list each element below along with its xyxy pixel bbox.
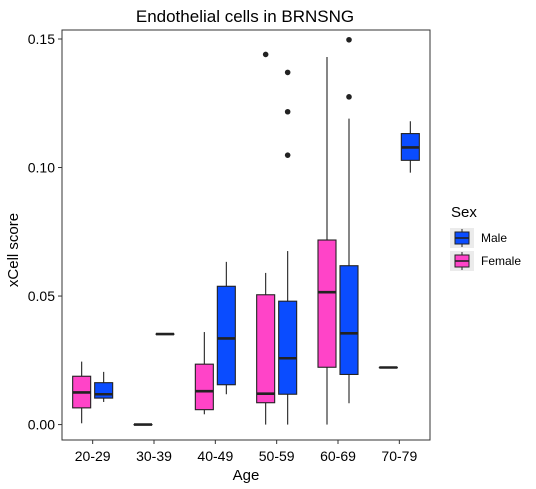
box-female-50-59 <box>256 51 276 425</box>
box-female-40-49 <box>194 332 214 415</box>
x-axis: 20-29 30-39 40-49 50-59 60-69 70-79 <box>75 440 417 464</box>
box-male-50-59 <box>278 69 298 425</box>
box-male-40-49 <box>216 261 236 395</box>
x-tick-label: 60-69 <box>320 448 356 464</box>
legend: Sex Male Female <box>450 204 521 271</box>
box-male-70-79 <box>400 121 420 173</box>
outlier-point <box>262 51 269 58</box>
box-body <box>256 294 276 404</box>
outlier-point <box>346 36 352 43</box>
legend-label: Male <box>481 231 507 245</box>
chart-marks <box>72 36 420 426</box>
box-body <box>278 300 298 395</box>
y-axis-label: xCell score <box>5 213 22 287</box>
chart-title: Endothelial cells in BRNSNG <box>136 7 354 26</box>
y-axis: 0.00 0.05 0.10 0.15 <box>28 31 62 433</box>
x-tick-label: 20-29 <box>75 448 111 464</box>
box-female-20-29 <box>72 361 92 424</box>
box-body <box>317 239 337 368</box>
legend-item-female: Female <box>450 251 521 271</box>
y-tick-label: 0.15 <box>28 31 55 47</box>
outlier-point <box>284 69 291 76</box>
outlier-point <box>284 108 291 115</box>
x-axis-label: Age <box>233 467 260 484</box>
x-tick-label: 40-49 <box>197 448 233 464</box>
y-tick-label: 0.05 <box>28 288 55 304</box>
x-tick-label: 50-59 <box>259 448 295 464</box>
x-tick-label: 30-39 <box>136 448 172 464</box>
box-body <box>216 285 236 386</box>
legend-label: Female <box>481 254 521 268</box>
box-female-60-69 <box>317 56 337 425</box>
box-body <box>339 265 359 376</box>
y-tick-label: 0.00 <box>28 417 55 433</box>
box-male-20-29 <box>94 371 114 402</box>
outlier-point <box>346 94 352 100</box>
y-tick-label: 0.10 <box>28 160 55 176</box>
box-male-60-69 <box>339 36 359 404</box>
box-body <box>94 382 114 399</box>
plot-panel <box>61 29 431 441</box>
legend-item-male: Male <box>450 228 507 248</box>
box-body <box>194 363 214 411</box>
x-tick-label: 70-79 <box>381 448 417 464</box>
legend-title: Sex <box>451 204 477 221</box>
outlier-point <box>284 152 291 158</box>
